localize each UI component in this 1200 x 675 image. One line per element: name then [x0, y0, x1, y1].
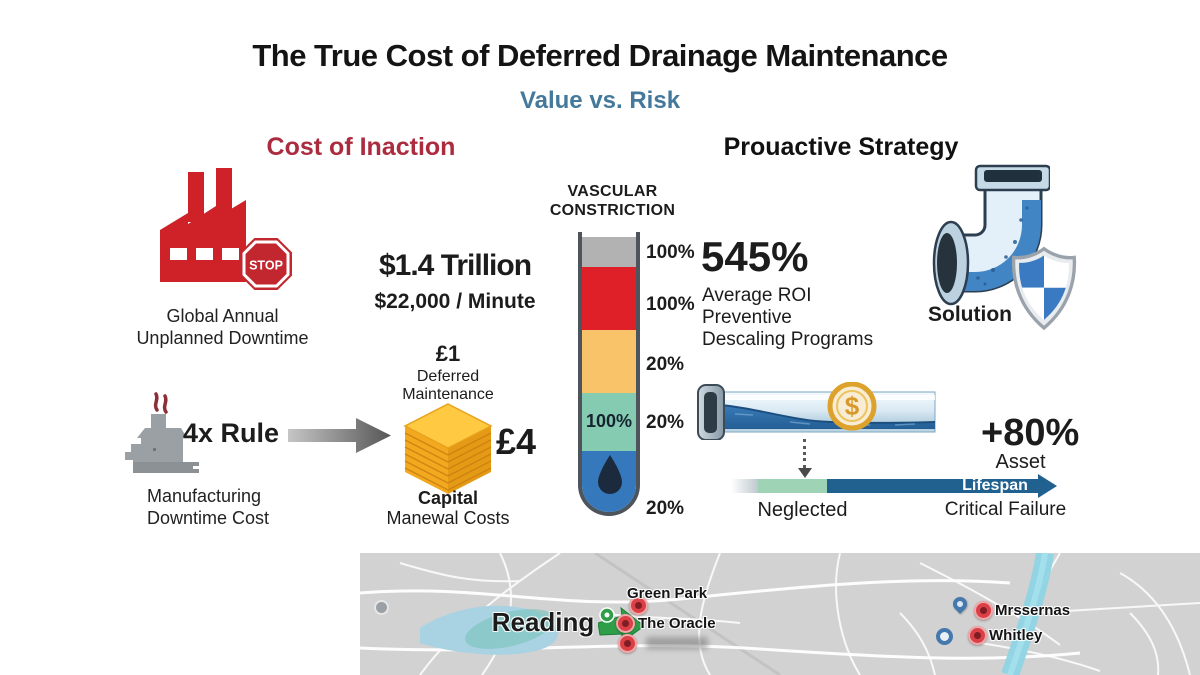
coin-stack-icon — [403, 403, 493, 494]
blurred-label — [646, 637, 708, 649]
vascular-tube — [578, 232, 640, 516]
downtime-caption-line1: Global Annual — [166, 306, 279, 326]
tube-segment-clear — [582, 237, 636, 267]
roi-line3: Descaling Programs — [702, 329, 874, 350]
lifespan-arrow-label: Lifespan — [962, 477, 1028, 494]
coin-dollar-symbol: $ — [845, 391, 860, 421]
ratio-numerator-line2: Maintenance — [402, 386, 494, 403]
tube-segment-red — [582, 267, 636, 330]
tube-droplet-icon — [598, 455, 622, 494]
ratio-numerator-value: £1 — [435, 341, 461, 366]
map-background — [360, 553, 1200, 675]
downtime-stat: $1.4 Trillion — [378, 249, 532, 282]
four-x-rule-stat: 4x Rule — [183, 418, 280, 448]
right-arrow-icon — [288, 418, 391, 453]
map-pin-mrssernas — [974, 601, 993, 620]
ratio-denominator-value: £4 — [496, 421, 537, 462]
tube-tick-1: 100% — [646, 242, 695, 263]
tube-segment-teal — [582, 393, 636, 451]
manufacturing-caption-line1: Manufacturing — [147, 486, 262, 506]
tube-inner-label: 100% — [585, 411, 633, 431]
shield-icon — [1011, 246, 1077, 331]
factory-icon — [160, 168, 246, 282]
furnace-icon — [125, 392, 199, 473]
map-pin-the-oracle — [616, 614, 635, 633]
map-gray-dot-marker — [374, 600, 389, 615]
page-subtitle: Value vs. Risk — [519, 87, 681, 114]
downtime-caption-line2: Unplanned Downtime — [136, 328, 309, 348]
ratio-numerator-line1: Deferred — [416, 368, 480, 385]
map-blue-circle-marker — [936, 628, 953, 645]
lifespan-stat: +80% — [981, 412, 1080, 454]
horizontal-pipe-icon: $ — [697, 382, 936, 440]
stop-sign-icon: STOP — [240, 238, 292, 290]
roi-line2: Preventive — [702, 307, 792, 328]
tube-title-line1: VASCULAR — [567, 183, 658, 200]
tube-tick-2: 100% — [646, 294, 695, 315]
timeline-start-label: Neglected — [757, 499, 848, 521]
map-pin-unlabeled — [618, 634, 637, 653]
tube-tick-3: 20% — [646, 354, 685, 375]
timeline-end-label: Critical Failure — [944, 499, 1067, 520]
solution-label: Solution — [928, 303, 1012, 326]
timeline-green-segment — [758, 479, 827, 493]
map-pin-label: The Oracle — [638, 615, 716, 632]
dotted-arrow-line — [803, 439, 806, 468]
stop-sign-text: STOP — [249, 259, 283, 273]
section-heading-proactive-strategy: Prouactive Strategy — [723, 133, 959, 161]
map-pin-label: Green Park — [627, 585, 708, 602]
map-pin-whitley — [968, 626, 987, 645]
map-pin-green-park — [629, 596, 648, 615]
tube-segment-yellow — [582, 330, 636, 393]
tube-title-line2: CONSTRICTION — [549, 202, 676, 219]
timeline-arrowhead — [1038, 474, 1057, 498]
map-pin-label: Whitley — [989, 627, 1043, 644]
section-heading-cost-of-inaction: Cost of Inaction — [266, 133, 456, 161]
ratio-denominator-line2: Manewal Costs — [386, 508, 510, 528]
tube-tick-5: 20% — [646, 498, 685, 519]
manufacturing-caption-line2: Downtime Cost — [147, 508, 270, 528]
timeline-blue-segment — [827, 479, 1038, 493]
dotted-arrow-head — [798, 468, 812, 478]
ratio-denominator-line1: Capital — [417, 488, 478, 508]
map-pin-label: Mrssernas — [995, 602, 1071, 619]
page-title: The True Cost of Deferred Drainage Maint… — [252, 38, 948, 73]
downtime-rate: $22,000 / Minute — [374, 290, 536, 313]
lifespan-stat-caption: Asset — [995, 451, 1046, 473]
roi-stat: 545% — [701, 233, 809, 280]
tube-tick-4: 20% — [646, 412, 685, 433]
roi-line1: Average ROI — [702, 285, 812, 306]
map-panel: Reading Green Park The Oracle Mrssernas … — [360, 553, 1200, 675]
timeline-gray-segment — [731, 479, 758, 493]
map-city-label: Reading — [491, 607, 595, 637]
